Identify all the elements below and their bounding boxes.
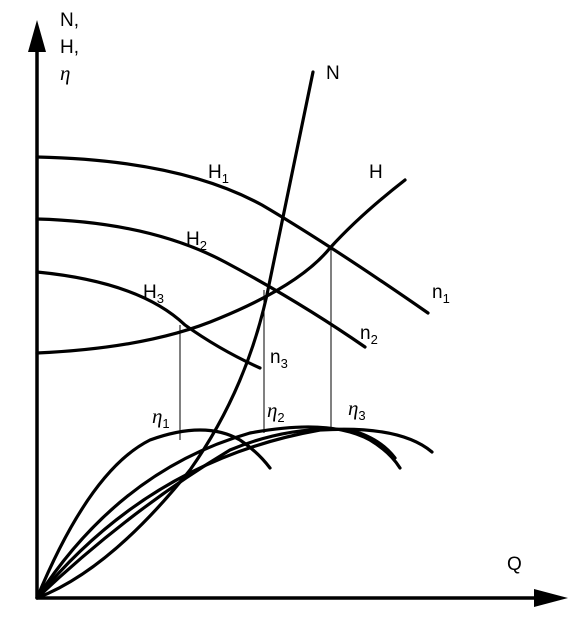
h1-curve: [35, 155, 430, 315]
label-h3: H3: [143, 282, 164, 306]
power-n-curve: [35, 70, 315, 600]
h2-curve: [35, 217, 367, 349]
h3-curve: [35, 270, 262, 370]
label-h1: H1: [208, 162, 229, 186]
eta2-curve: [35, 425, 402, 600]
label-n: N: [326, 63, 340, 84]
label-eta1: η1: [152, 404, 170, 431]
label-n1: n1: [432, 282, 450, 306]
x-axis-label: Q: [507, 554, 522, 575]
eta-extra-curve: [35, 427, 397, 600]
eta3-curve: [35, 427, 434, 600]
label-eta3: η3: [348, 396, 366, 423]
label-h: H: [369, 162, 383, 183]
label-n3: n3: [270, 347, 288, 371]
label-eta2: η2: [267, 398, 285, 425]
y-axis-label-n: N,: [60, 10, 79, 31]
label-n2: n2: [360, 323, 378, 347]
y-axis-arrow: [28, 20, 46, 52]
y-axis-label-eta: η: [60, 61, 70, 85]
x-axis-arrow: [534, 589, 568, 607]
y-axis-label-h: H,: [60, 37, 79, 58]
system-h-curve: [35, 178, 407, 355]
label-h2: H2: [186, 229, 207, 253]
